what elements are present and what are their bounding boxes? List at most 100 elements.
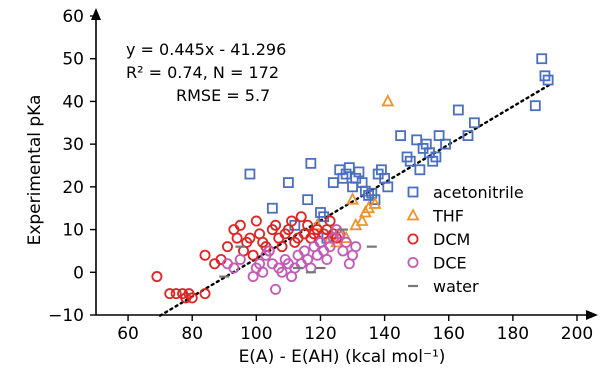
data-point-thf (368, 196, 382, 209)
legend-entry-acetonitrile: acetonitrile (407, 183, 524, 202)
x-tick-label: 200 (561, 324, 593, 344)
data-point-acetonitrile (430, 151, 442, 163)
data-point-dce (257, 266, 269, 278)
data-point-dcm (302, 219, 314, 231)
data-point-acetonitrile (529, 100, 541, 112)
x-tick-label: 100 (240, 324, 272, 344)
data-point-acetonitrile (305, 157, 317, 169)
data-point-dcm (231, 232, 243, 244)
series-water (219, 228, 377, 278)
data-point-dcm (276, 241, 288, 253)
data-point-acetonitrile (353, 166, 365, 178)
data-point-acetonitrile (404, 155, 416, 167)
y-tick-label: 0 (73, 263, 84, 283)
data-point-dcm (170, 288, 182, 300)
data-point-acetonitrile (302, 194, 314, 206)
data-point-acetonitrile (433, 130, 445, 142)
legend-label-water: water (433, 277, 479, 296)
y-tick-label: 60 (62, 7, 84, 27)
x-tick-label: 180 (497, 324, 529, 344)
x-tick-label: 140 (368, 324, 400, 344)
legend-label-acetonitrile: acetonitrile (433, 183, 524, 202)
y-axis-title: Experimental pKa (25, 95, 45, 246)
data-point-acetonitrile (542, 74, 554, 86)
data-point-dcm (199, 288, 211, 300)
data-point-dcm (244, 232, 256, 244)
series-acetonitrile (244, 53, 554, 244)
legend-label-dce: DCE (433, 254, 467, 273)
y-tick-label: 10 (62, 221, 84, 241)
legend-label-dcm: DCM (433, 230, 470, 249)
legend-marker-acetonitrile (407, 186, 419, 198)
x-tick-label: 120 (304, 324, 336, 344)
data-point-dcm (250, 215, 262, 227)
legend-entry-dcm: DCM (407, 230, 470, 249)
data-point-dcm (324, 215, 336, 227)
data-point-acetonitrile (282, 177, 294, 188)
x-axis-arrow (586, 310, 598, 320)
data-point-acetonitrile (327, 177, 339, 188)
data-point-dcm (221, 241, 233, 253)
ticks-layer: 60 80 100 120 140 160 180 200 −10 0 10 20 30 40 50 60 (48, 7, 593, 344)
data-point-acetonitrile (366, 187, 378, 199)
data-point-dcm (234, 219, 246, 231)
data-point-acetonitrile (462, 130, 474, 142)
data-point-acetonitrile (244, 168, 256, 180)
x-tick-label: 80 (181, 324, 203, 344)
data-point-dcm (199, 249, 211, 261)
y-axis-arrow (91, 8, 101, 20)
y-tick-label: 50 (62, 50, 84, 70)
data-point-dce (321, 253, 333, 265)
x-tick-label: 160 (433, 324, 465, 344)
data-point-dce (234, 253, 246, 265)
data-point-dcm (164, 288, 176, 300)
data-point-acetonitrile (382, 181, 394, 193)
axes-layer (91, 8, 598, 320)
y-tick-label: 20 (62, 178, 84, 198)
data-point-acetonitrile (468, 117, 480, 129)
data-point-dcm (186, 292, 198, 304)
fit-equation-annotation: y = 0.445x - 41.296 (126, 40, 286, 59)
data-point-dcm (270, 219, 282, 231)
data-point-thf (381, 93, 395, 107)
legend-entry-water: water (408, 277, 479, 296)
legend-marker-thf (406, 208, 420, 221)
data-point-dce (350, 241, 362, 253)
fit-r2-annotation: R² = 0.74, N = 172 (126, 63, 279, 82)
y-tick-label: −10 (48, 306, 84, 326)
legend: acetonitrile THF DCM DCE water (406, 183, 524, 296)
data-point-acetonitrile (343, 162, 355, 174)
data-point-acetonitrile (536, 53, 548, 65)
data-point-acetonitrile (452, 104, 464, 116)
data-point-dcm (295, 211, 307, 223)
data-point-acetonitrile (440, 138, 451, 150)
x-axis-title: E(A) - E(AH) (kcal mol⁻¹) (239, 347, 446, 367)
data-point-dce (276, 266, 288, 278)
series-dce (221, 224, 362, 295)
fit-rmse-annotation: RMSE = 5.7 (176, 86, 270, 105)
x-tick-label: 60 (117, 324, 139, 344)
data-point-dcm (151, 271, 163, 283)
data-point-thf (346, 192, 360, 205)
data-point-acetonitrile (266, 202, 278, 214)
data-point-acetonitrile (369, 194, 381, 206)
data-point-dce (228, 262, 240, 274)
data-point-dcm (247, 249, 259, 261)
data-point-thf (310, 217, 324, 231)
data-point-thf (355, 213, 369, 226)
data-point-dce (263, 245, 275, 257)
legend-marker-dce (407, 256, 419, 268)
data-point-acetonitrile (395, 130, 407, 142)
y-tick-label: 30 (62, 135, 84, 155)
legend-entry-dce: DCE (407, 254, 467, 273)
series-thf (310, 93, 395, 248)
legend-entry-thf: THF (406, 207, 464, 226)
data-point-dcm (286, 215, 298, 227)
legend-label-thf: THF (432, 207, 464, 226)
data-points-layer (151, 53, 554, 304)
data-point-dce (270, 283, 282, 295)
data-point-dce (340, 236, 352, 248)
data-point-acetonitrile (414, 164, 426, 176)
y-tick-label: 40 (62, 92, 84, 112)
